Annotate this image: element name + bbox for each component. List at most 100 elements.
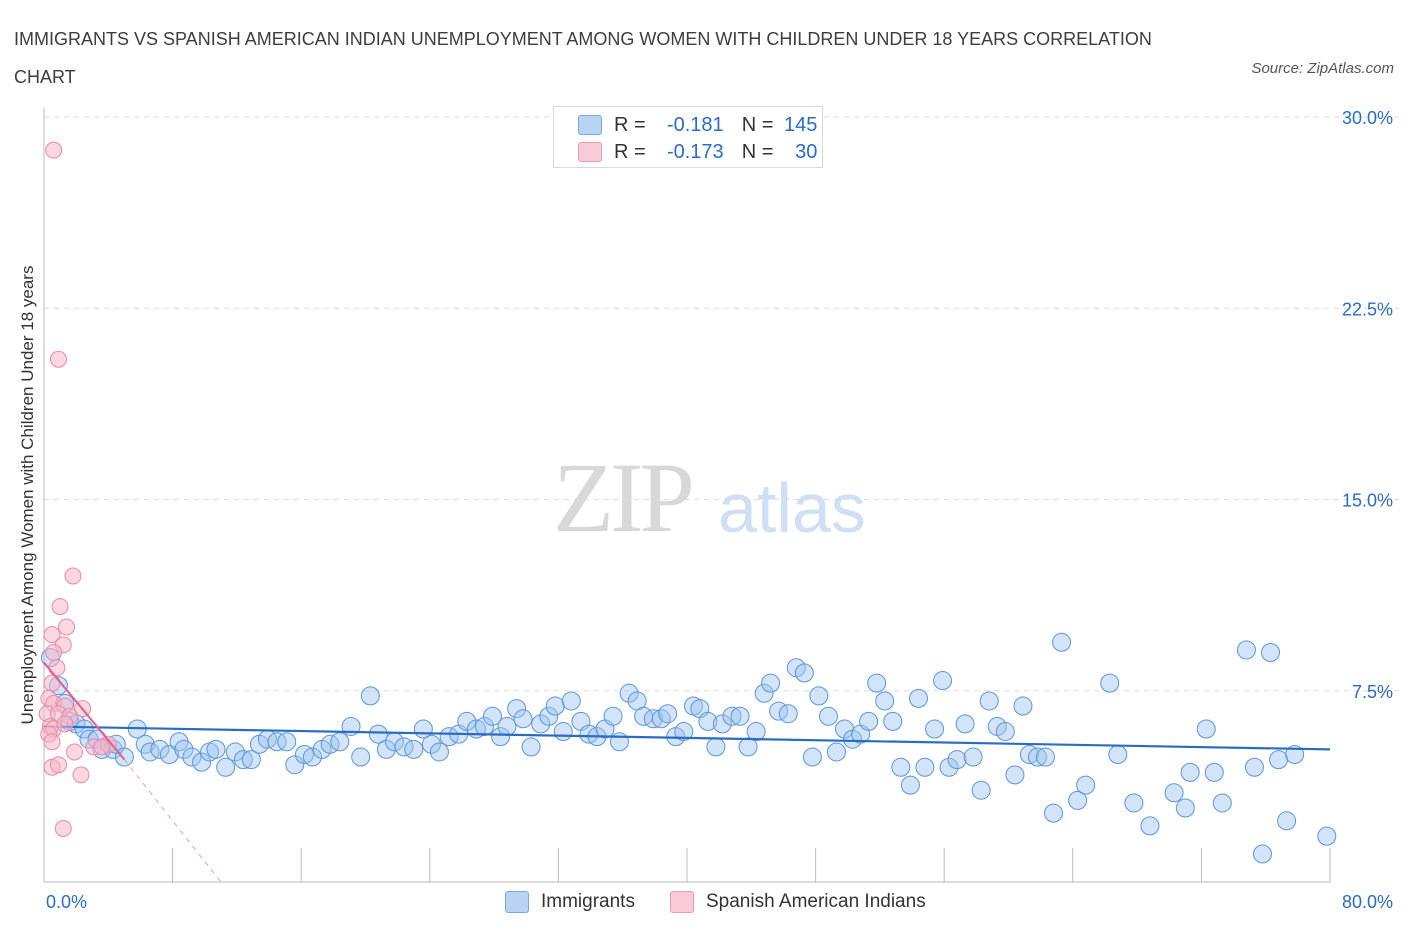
spanish-american-indians-point xyxy=(54,819,72,837)
spanish-american-indians-trend-line xyxy=(43,662,126,761)
immigrants-point xyxy=(482,706,502,726)
spanish-american-indians-point xyxy=(93,738,111,756)
spanish-american-indians-point xyxy=(51,598,69,616)
immigrants-point xyxy=(330,732,350,752)
legend-n-label: N = xyxy=(741,113,774,136)
immigrants-trend-line xyxy=(43,725,1331,751)
immigrants-point xyxy=(706,737,726,757)
immigrants-point xyxy=(1044,803,1064,823)
immigrants-point xyxy=(754,683,774,703)
immigrants-point xyxy=(1052,632,1072,652)
immigrants-point xyxy=(1269,750,1289,770)
immigrants-point xyxy=(233,750,253,770)
immigrants-point xyxy=(900,775,920,795)
watermark-zip: ZIP xyxy=(553,442,695,553)
immigrants-point xyxy=(619,683,639,703)
y-tick-label: 15.0% xyxy=(1342,491,1393,511)
watermark-atlas: atlas xyxy=(718,469,866,547)
immigrants-point xyxy=(474,716,494,736)
immigrants-point xyxy=(225,742,245,762)
immigrants-point xyxy=(651,709,671,729)
immigrants-point xyxy=(1164,783,1184,803)
immigrants-point xyxy=(1013,696,1033,716)
immigrants-point xyxy=(658,704,678,724)
immigrants-point xyxy=(206,739,226,759)
immigrants-point xyxy=(404,739,424,759)
legend-swatch-pink xyxy=(578,142,602,162)
immigrants-point xyxy=(192,752,212,772)
immigrants-point xyxy=(491,727,511,747)
immigrants-point xyxy=(285,755,305,775)
immigrants-point xyxy=(802,747,822,767)
immigrants-point xyxy=(74,719,94,739)
immigrants-point xyxy=(531,714,551,734)
immigrants-point xyxy=(429,742,449,762)
legend-n-label: N = xyxy=(741,140,774,163)
immigrants-point xyxy=(241,750,261,770)
immigrants-point xyxy=(216,757,236,777)
immigrants-point xyxy=(1244,757,1264,777)
legend-swatch-blue xyxy=(505,891,529,913)
immigrants-point xyxy=(1277,811,1297,831)
correlation-legend: R = -0.181 N = 145 R = -0.173 N = 30 xyxy=(553,106,823,168)
immigrants-point xyxy=(150,739,170,759)
spanish-american-indians-point xyxy=(66,743,84,761)
spanish-american-indians-point xyxy=(45,644,63,661)
immigrants-point xyxy=(722,706,742,726)
series-legend-spanish-american-indians: Spanish American Indians xyxy=(670,888,926,916)
immigrants-point xyxy=(925,719,945,739)
immigrants-point xyxy=(302,747,322,767)
immigrants-point xyxy=(294,745,314,764)
series-name: Immigrants xyxy=(541,891,635,912)
immigrants-point xyxy=(1076,775,1096,795)
legend-row-immigrants: R = -0.181 N = 145 xyxy=(578,112,817,138)
immigrants-point xyxy=(643,709,663,729)
immigrants-point xyxy=(351,747,371,767)
series-legend-immigrants: Immigrants xyxy=(505,888,635,916)
immigrants-point xyxy=(995,722,1015,742)
immigrants-point xyxy=(609,732,629,752)
immigrants-point xyxy=(859,711,879,731)
chart-title: IMMIGRANTS VS SPANISH AMERICAN INDIAN UN… xyxy=(14,29,1152,87)
spanish-american-indians-point xyxy=(43,674,61,692)
immigrants-point xyxy=(947,750,967,770)
immigrants-point xyxy=(182,747,202,767)
immigrants-point xyxy=(1019,745,1039,764)
immigrants-point xyxy=(818,706,838,726)
immigrants-point xyxy=(1068,790,1088,810)
immigrants-point xyxy=(1027,747,1047,767)
y-tick-label: 7.5% xyxy=(1352,682,1393,702)
legend-swatch-blue xyxy=(578,115,602,135)
immigrants-point xyxy=(1005,765,1025,785)
y-tick-label: 22.5% xyxy=(1342,299,1393,319)
immigrants-point xyxy=(955,714,975,734)
legend-n-value: 30 xyxy=(795,140,818,163)
spanish-american-indians-point xyxy=(45,141,63,159)
immigrants-point xyxy=(794,663,814,683)
legend-swatch-pink xyxy=(670,891,694,913)
immigrants-point xyxy=(1285,745,1305,764)
spanish-american-indians-point xyxy=(43,626,61,644)
immigrants-point xyxy=(746,722,766,742)
immigrants-point xyxy=(1212,793,1232,813)
legend-r-value: -0.181 xyxy=(666,113,724,136)
immigrants-point xyxy=(1252,844,1272,864)
immigrants-point xyxy=(712,714,732,734)
immigrants-point xyxy=(521,737,541,757)
immigrants-point xyxy=(1261,643,1281,662)
immigrants-point xyxy=(1035,747,1055,767)
immigrants-point xyxy=(933,671,953,691)
immigrants-point xyxy=(730,706,750,726)
immigrants-point xyxy=(891,757,911,777)
immigrants-point xyxy=(507,699,527,719)
immigrants-point xyxy=(114,747,134,767)
immigrants-point xyxy=(277,732,297,752)
spanish-american-indians-point xyxy=(48,659,66,677)
immigrants-point xyxy=(971,780,991,800)
immigrants-point xyxy=(939,757,959,777)
immigrants-point xyxy=(1100,673,1120,693)
y-tick-label: 30.0% xyxy=(1342,108,1393,128)
immigrants-point xyxy=(778,704,798,724)
spanish-american-indians-point xyxy=(64,567,82,585)
